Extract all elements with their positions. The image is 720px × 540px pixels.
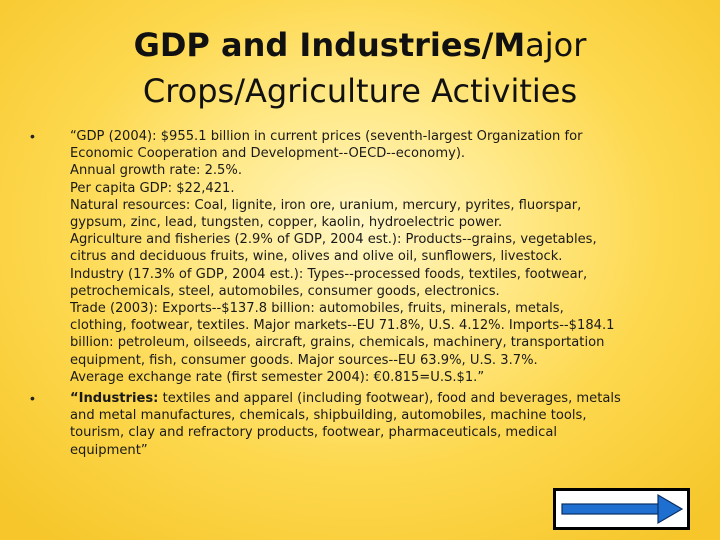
bullet-line: tourism, clay and refractory products, f… [70,425,558,441]
bullet-line: billion: petroleum, oilseeds, aircraft, … [70,335,605,351]
bullet-list: • “GDP (2004): $955.1 billion in current… [30,128,680,463]
right-arrow-icon [561,493,684,525]
bullet-line: Trade (2003): Exports--$137.8 billion: a… [70,301,564,317]
next-slide-button[interactable] [553,488,690,530]
bullet-line: Per capita GDP: $22,421. [70,180,235,196]
bullet-line: “Industries: textiles and apparel (inclu… [70,390,680,407]
bullet-marker: • [30,390,35,407]
bullet-line: Agriculture and fisheries (2.9% of GDP, … [70,232,597,248]
bullet-line: equipment, fish, consumer goods. Major s… [70,352,538,368]
bullet-gdp-facts: • “GDP (2004): $955.1 billion in current… [30,128,680,386]
bullet-line: “GDP (2004): $955.1 billion in current p… [70,129,583,144]
bullet-line: gypsum, zinc, lead, tungsten, copper, ka… [70,215,503,231]
bullet-line: petrochemicals, steel, automobiles, cons… [70,283,500,299]
title-line-1: GDP and Industries/Major [60,22,660,68]
bullet-line: Annual growth rate: 2.5%. [70,163,242,179]
bullet-line: citrus and deciduous fruits, wine, olive… [70,249,563,265]
bullet-line: Industry (17.3% of GDP, 2004 est.): Type… [70,266,588,282]
bullet-line: Natural resources: Coal, lignite, iron o… [70,197,582,213]
industries-label: “Industries: [70,391,159,407]
bullet-industries: • “Industries: textiles and apparel (inc… [30,390,680,459]
title-line-2: Crops/Agriculture Activities [142,72,578,110]
bullet-line: Average exchange rate (first semester 20… [70,369,485,385]
bullet-line: clothing, footwear, textiles. Major mark… [70,318,615,334]
bullet-line: and metal manufactures, chemicals, shipb… [70,408,587,424]
title-bold-part: GDP and Industries/M [133,26,526,64]
bullet-marker: • [30,128,35,144]
industries-text: textiles and apparel (including footwear… [158,391,621,407]
bullet-line: Economic Cooperation and Development--OE… [70,146,466,162]
title-rest-part: ajor [525,26,587,64]
bullet-line: equipment” [70,442,148,458]
slide-title: GDP and Industries/Major Crops/Agricultu… [60,22,660,114]
